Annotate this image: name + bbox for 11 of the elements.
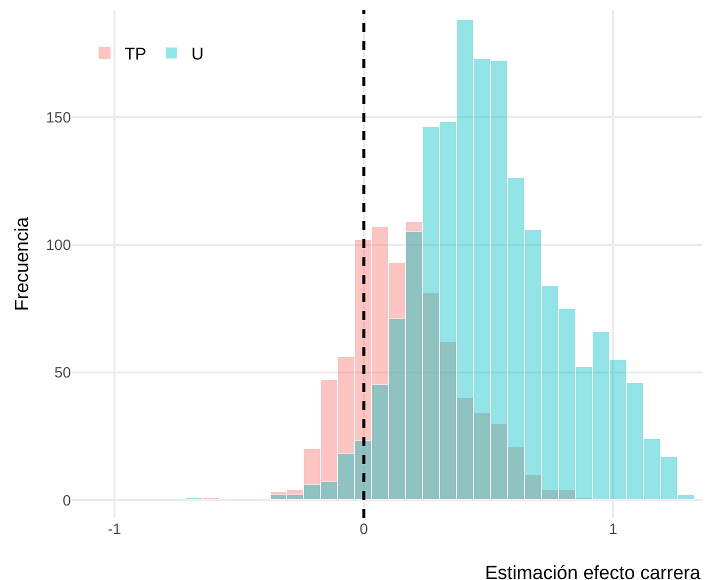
y-axis-title: Frecuencia bbox=[12, 216, 33, 311]
y-tick-label: 0 bbox=[62, 492, 71, 510]
legend-label: TP bbox=[124, 44, 146, 64]
legend-label: U bbox=[191, 44, 204, 64]
x-tick-label: 0 bbox=[360, 521, 368, 538]
x-tick-label: 1 bbox=[609, 521, 618, 538]
x-axis-title: Estimación efecto carrera bbox=[485, 563, 701, 580]
y-tick-label: 150 bbox=[46, 109, 71, 126]
x-tick-label: -1 bbox=[108, 521, 122, 538]
y-tick-label: 100 bbox=[46, 237, 71, 254]
y-tick-label: 50 bbox=[54, 364, 71, 382]
